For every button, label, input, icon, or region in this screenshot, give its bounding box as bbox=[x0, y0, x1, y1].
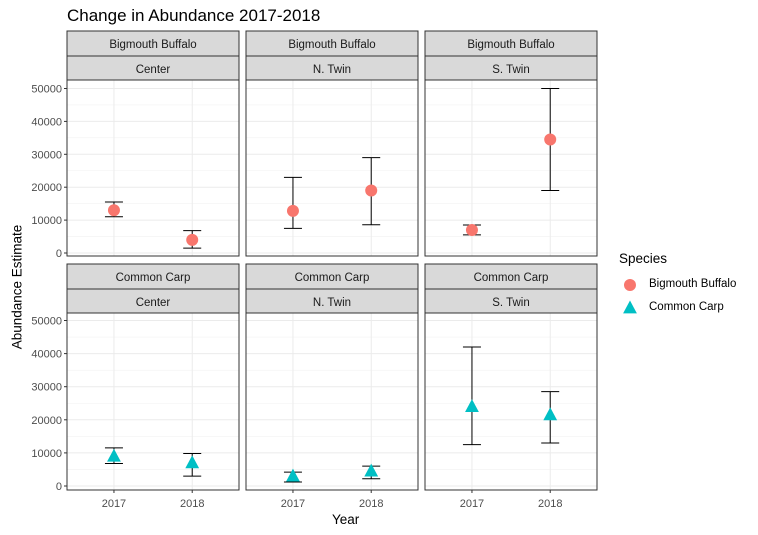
strip-label-species-bigmouth-buffalo-s-twin: Bigmouth Buffalo bbox=[467, 39, 554, 51]
x-tick-label: 2018 bbox=[180, 498, 204, 510]
point-bigmouth-buffalo-center-2018 bbox=[186, 233, 199, 246]
strip-label-site-common-carp-center: Center bbox=[136, 297, 171, 309]
y-tick-label: 10000 bbox=[31, 215, 62, 227]
legend-key-common-carp bbox=[623, 300, 637, 314]
y-tick-label: 40000 bbox=[31, 116, 62, 128]
point-common-carp-center-2018 bbox=[185, 455, 200, 469]
legend-label-common-carp: Common Carp bbox=[649, 301, 724, 313]
y-tick-label: 0 bbox=[56, 248, 62, 260]
strip-label-site-common-carp-n-twin: N. Twin bbox=[313, 297, 351, 309]
panel-bg-bigmouth-buffalo-n-twin bbox=[246, 80, 418, 256]
panel-border-bigmouth-buffalo-center bbox=[66, 79, 240, 257]
panel-border-common-carp-center bbox=[66, 312, 240, 491]
point-bigmouth-buffalo-n-twin-2017 bbox=[286, 204, 299, 217]
y-tick-label: 0 bbox=[56, 481, 62, 493]
x-axis-label: Year bbox=[332, 512, 360, 527]
strip-label-site-bigmouth-buffalo-s-twin: S. Twin bbox=[492, 64, 530, 76]
strip-species-bigmouth-buffalo-s-twin bbox=[424, 30, 598, 57]
y-tick-label: 20000 bbox=[31, 182, 62, 194]
point-common-carp-n-twin-2018 bbox=[364, 463, 379, 477]
point-bigmouth-buffalo-n-twin-2018 bbox=[365, 184, 378, 197]
point-common-carp-s-twin-2017 bbox=[465, 399, 479, 412]
strip-label-species-common-carp-s-twin: Common Carp bbox=[474, 272, 549, 284]
point-common-carp-s-twin-2018 bbox=[543, 407, 558, 421]
y-tick-label: 40000 bbox=[31, 349, 62, 361]
y-tick-label: 50000 bbox=[31, 84, 62, 96]
point-bigmouth-buffalo-center-2017 bbox=[107, 204, 120, 217]
chart-title: Change in Abundance 2017-2018 bbox=[67, 6, 321, 25]
point-common-carp-n-twin-2017 bbox=[286, 468, 300, 482]
x-tick-label: 2018 bbox=[359, 498, 383, 510]
panel-border-bigmouth-buffalo-s-twin bbox=[424, 79, 598, 257]
x-tick-label: 2017 bbox=[281, 498, 305, 510]
y-tick-label: 30000 bbox=[31, 149, 62, 161]
strip-site-bigmouth-buffalo-s-twin bbox=[424, 55, 598, 81]
panel-border-common-carp-n-twin bbox=[245, 312, 419, 491]
panel-bg-common-carp-s-twin bbox=[425, 313, 597, 490]
point-bigmouth-buffalo-s-twin-2017 bbox=[465, 223, 478, 236]
errorbar-common-carp-s-twin-2017 bbox=[462, 346, 481, 446]
point-bigmouth-buffalo-s-twin-2018 bbox=[544, 133, 557, 146]
panel-border-bigmouth-buffalo-n-twin bbox=[245, 79, 419, 257]
panel-bg-common-carp-n-twin bbox=[246, 313, 418, 490]
x-tick-label: 2017 bbox=[102, 498, 126, 510]
strip-site-common-carp-n-twin bbox=[245, 288, 419, 314]
strip-label-species-common-carp-center: Common Carp bbox=[116, 272, 191, 284]
strip-site-bigmouth-buffalo-n-twin bbox=[245, 55, 419, 81]
strip-label-species-bigmouth-buffalo-center: Bigmouth Buffalo bbox=[109, 39, 196, 51]
panel-bg-common-carp-center bbox=[67, 313, 239, 490]
strip-label-site-bigmouth-buffalo-n-twin: N. Twin bbox=[313, 64, 351, 76]
strip-site-common-carp-s-twin bbox=[424, 288, 598, 314]
panel-bg-bigmouth-buffalo-center bbox=[67, 80, 239, 256]
legend-label-bigmouth-buffalo: Bigmouth Buffalo bbox=[649, 278, 737, 290]
strip-species-common-carp-center bbox=[66, 263, 240, 290]
legend-title: Species bbox=[619, 251, 668, 266]
strip-label-site-common-carp-s-twin: S. Twin bbox=[492, 297, 530, 309]
y-tick-label: 30000 bbox=[31, 382, 62, 394]
strip-label-species-bigmouth-buffalo-n-twin: Bigmouth Buffalo bbox=[288, 39, 375, 51]
y-tick-label: 10000 bbox=[31, 448, 62, 460]
strip-site-common-carp-center bbox=[66, 288, 240, 314]
panel-border-common-carp-s-twin bbox=[424, 312, 598, 491]
x-tick-label: 2018 bbox=[538, 498, 562, 510]
legend-key-bigmouth-buffalo bbox=[624, 279, 636, 291]
strip-label-species-common-carp-n-twin: Common Carp bbox=[295, 272, 370, 284]
x-tick-label: 2017 bbox=[460, 498, 484, 510]
y-tick-label: 50000 bbox=[31, 316, 62, 328]
strip-site-bigmouth-buffalo-center bbox=[66, 55, 240, 81]
errorbar-bigmouth-buffalo-n-twin-2017 bbox=[283, 176, 302, 229]
point-common-carp-center-2017 bbox=[107, 448, 121, 462]
strip-species-common-carp-n-twin bbox=[245, 263, 419, 290]
y-tick-label: 20000 bbox=[31, 415, 62, 427]
strip-species-bigmouth-buffalo-n-twin bbox=[245, 30, 419, 57]
strip-label-site-bigmouth-buffalo-center: Center bbox=[136, 64, 171, 76]
panel-bg-bigmouth-buffalo-s-twin bbox=[425, 80, 597, 256]
